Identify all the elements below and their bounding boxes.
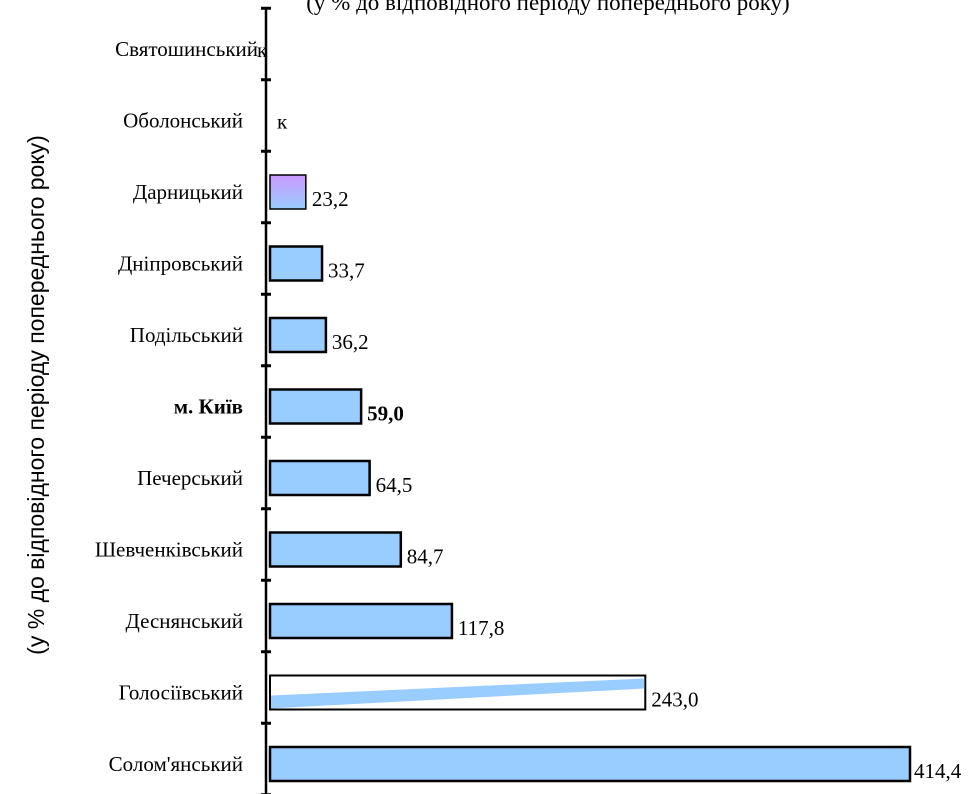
category-label: Дарницький (133, 180, 243, 204)
bar (268, 602, 454, 640)
value-label: 59,0 (367, 402, 404, 426)
value-label: к (257, 38, 268, 62)
value-label: 84,7 (407, 545, 444, 569)
value-label: 36,2 (332, 330, 369, 354)
value-label: 117,8 (458, 616, 504, 640)
value-label: 64,5 (376, 473, 413, 497)
bar (269, 174, 307, 210)
category-label: Дніпровський (118, 252, 243, 276)
category-label: Деснянський (126, 609, 243, 633)
value-label: к (277, 110, 288, 134)
value-label: 243,0 (651, 688, 698, 712)
value-label: 23,2 (312, 187, 349, 211)
category-label: Святошинський (115, 37, 258, 61)
bar (268, 316, 328, 354)
bar (268, 531, 403, 568)
y-axis-label: (у % до відповідного періоду попередньог… (23, 135, 49, 655)
bar (268, 388, 363, 425)
axis-ticks (261, 6, 271, 794)
category-label: Подільський (130, 323, 243, 347)
category-label: м. Київ (174, 395, 243, 419)
bar (268, 245, 324, 282)
category-label: Шевченківський (95, 538, 243, 562)
chart-title-partial: (у % до відповідного періоду попередньог… (306, 0, 789, 15)
bar (268, 459, 371, 497)
category-label: Солом'янський (109, 752, 243, 776)
category-label: Оболонський (123, 109, 243, 133)
bar (268, 745, 912, 783)
category-label: Голосіївський (119, 681, 243, 705)
bar-fill-stripe (271, 678, 645, 709)
value-label: 33,7 (328, 259, 365, 283)
value-label: 414,4 (914, 759, 962, 783)
category-label: Печерський (137, 466, 243, 490)
